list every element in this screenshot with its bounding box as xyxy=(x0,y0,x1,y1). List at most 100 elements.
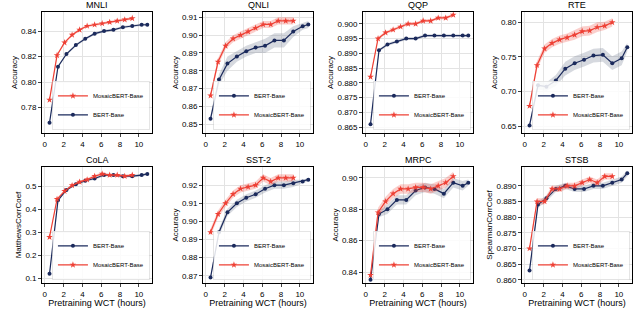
svg-text:8: 8 xyxy=(279,140,284,149)
svg-text:4: 4 xyxy=(241,290,246,299)
svg-text:2: 2 xyxy=(541,140,546,149)
svg-text:0.91: 0.91 xyxy=(182,199,198,208)
svg-text:MosaicBERT-Base: MosaicBERT-Base xyxy=(573,112,624,118)
svg-text:MosaicBERT-Base: MosaicBERT-Base xyxy=(414,112,465,118)
svg-text:0.75: 0.75 xyxy=(501,53,517,62)
svg-text:2: 2 xyxy=(382,140,387,149)
svg-text:BERT-Base: BERT-Base xyxy=(254,243,286,249)
svg-text:0: 0 xyxy=(204,290,209,299)
svg-text:2: 2 xyxy=(541,290,546,299)
svg-text:0: 0 xyxy=(204,140,209,149)
svg-text:0.895: 0.895 xyxy=(337,34,358,43)
svg-text:0.865: 0.865 xyxy=(337,123,358,132)
svg-text:6: 6 xyxy=(579,140,584,149)
svg-text:0.88: 0.88 xyxy=(342,205,358,214)
svg-text:Accuracy: Accuracy xyxy=(331,209,340,242)
svg-text:0.90: 0.90 xyxy=(342,174,358,183)
svg-text:0.900: 0.900 xyxy=(337,20,358,29)
svg-text:Accuracy: Accuracy xyxy=(490,56,499,89)
svg-text:MatthewsCorrCoef: MatthewsCorrCoef xyxy=(14,191,23,258)
svg-text:STSB: STSB xyxy=(565,155,589,165)
svg-text:0.92: 0.92 xyxy=(182,181,198,190)
svg-text:8: 8 xyxy=(279,290,284,299)
svg-text:MosaicBERT-Base: MosaicBERT-Base xyxy=(254,262,305,268)
svg-text:CoLA: CoLA xyxy=(86,155,109,165)
svg-text:Accuracy: Accuracy xyxy=(171,209,180,242)
svg-text:MosaicBERT-Base: MosaicBERT-Base xyxy=(414,262,465,268)
svg-text:0.87: 0.87 xyxy=(182,84,198,93)
svg-text:BERT-Base: BERT-Base xyxy=(573,243,605,249)
svg-text:0.89: 0.89 xyxy=(182,49,198,58)
svg-text:0.880: 0.880 xyxy=(496,213,517,222)
svg-text:BERT-Base: BERT-Base xyxy=(93,243,125,249)
svg-text:0.84: 0.84 xyxy=(342,268,358,277)
svg-text:Pretraining WCT (hours): Pretraining WCT (hours) xyxy=(369,299,466,309)
svg-text:10: 10 xyxy=(295,140,304,149)
svg-text:BERT-Base: BERT-Base xyxy=(414,93,446,99)
svg-text:0.885: 0.885 xyxy=(496,197,517,206)
svg-text:RTE: RTE xyxy=(568,0,586,10)
svg-text:0.88: 0.88 xyxy=(182,67,198,76)
svg-text:6: 6 xyxy=(579,290,584,299)
svg-text:6: 6 xyxy=(420,290,425,299)
svg-text:SpearmanCorrCoef: SpearmanCorrCoef xyxy=(485,190,494,260)
svg-text:10: 10 xyxy=(295,290,304,299)
svg-text:0.80: 0.80 xyxy=(21,78,37,87)
svg-text:0.89: 0.89 xyxy=(182,235,198,244)
svg-text:0.85: 0.85 xyxy=(182,120,198,129)
svg-text:0.890: 0.890 xyxy=(496,182,517,191)
svg-text:6: 6 xyxy=(99,140,104,149)
svg-text:8: 8 xyxy=(439,140,444,149)
svg-text:2: 2 xyxy=(222,140,227,149)
svg-text:0.87: 0.87 xyxy=(182,272,198,281)
svg-text:6: 6 xyxy=(260,290,265,299)
svg-text:SST-2: SST-2 xyxy=(246,155,271,165)
svg-text:0.70: 0.70 xyxy=(501,87,517,96)
svg-text:10: 10 xyxy=(134,290,143,299)
svg-text:0: 0 xyxy=(364,140,369,149)
svg-text:0.88: 0.88 xyxy=(182,253,198,262)
svg-text:10: 10 xyxy=(134,140,143,149)
svg-text:MNLI: MNLI xyxy=(86,0,108,10)
svg-text:Pretraining WCT (hours): Pretraining WCT (hours) xyxy=(48,299,145,309)
svg-text:0.84: 0.84 xyxy=(21,27,37,36)
svg-text:6: 6 xyxy=(260,140,265,149)
svg-text:4: 4 xyxy=(401,140,406,149)
svg-text:0.86: 0.86 xyxy=(182,102,198,111)
svg-text:QNLI: QNLI xyxy=(248,0,269,10)
svg-text:0.90: 0.90 xyxy=(182,217,198,226)
svg-text:Pretraining WCT (hours): Pretraining WCT (hours) xyxy=(528,299,625,309)
svg-text:0.65: 0.65 xyxy=(501,122,517,131)
svg-text:4: 4 xyxy=(560,140,565,149)
svg-text:Pretraining WCT (hours): Pretraining WCT (hours) xyxy=(209,299,306,309)
svg-text:0.86: 0.86 xyxy=(342,236,358,245)
svg-text:4: 4 xyxy=(241,140,246,149)
svg-text:6: 6 xyxy=(99,290,104,299)
svg-text:6: 6 xyxy=(420,140,425,149)
svg-text:0.78: 0.78 xyxy=(21,103,37,112)
svg-text:MosaicBERT-Base: MosaicBERT-Base xyxy=(573,262,624,268)
svg-text:8: 8 xyxy=(439,290,444,299)
svg-text:10: 10 xyxy=(614,140,623,149)
svg-text:QQP: QQP xyxy=(408,0,428,10)
svg-text:0.80: 0.80 xyxy=(501,18,517,27)
svg-text:10: 10 xyxy=(455,140,464,149)
svg-text:8: 8 xyxy=(598,290,603,299)
svg-text:Accuracy: Accuracy xyxy=(171,56,180,89)
svg-text:0.82: 0.82 xyxy=(21,52,37,61)
svg-text:0.875: 0.875 xyxy=(337,93,358,102)
svg-text:Accuracy: Accuracy xyxy=(10,56,19,89)
svg-text:8: 8 xyxy=(118,290,123,299)
svg-text:8: 8 xyxy=(118,140,123,149)
svg-text:0.860: 0.860 xyxy=(496,276,517,285)
svg-text:0.890: 0.890 xyxy=(337,49,358,58)
svg-text:0.870: 0.870 xyxy=(496,244,517,253)
svg-text:2: 2 xyxy=(382,290,387,299)
svg-text:0.880: 0.880 xyxy=(337,79,358,88)
svg-text:10: 10 xyxy=(614,290,623,299)
svg-text:0: 0 xyxy=(43,140,48,149)
svg-text:BERT-Base: BERT-Base xyxy=(93,112,125,118)
svg-text:4: 4 xyxy=(401,290,406,299)
svg-text:0.3: 0.3 xyxy=(25,228,37,237)
svg-text:4: 4 xyxy=(80,140,85,149)
